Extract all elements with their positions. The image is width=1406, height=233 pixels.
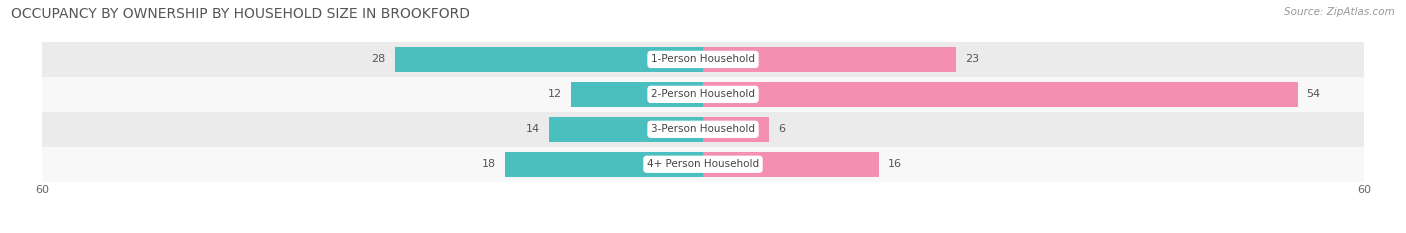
Bar: [42, 147, 1364, 182]
Bar: [42, 42, 1364, 77]
Text: 14: 14: [526, 124, 540, 134]
Bar: [395, 47, 703, 72]
Bar: [42, 77, 1364, 112]
Text: 54: 54: [1306, 89, 1320, 99]
Text: 16: 16: [889, 159, 903, 169]
Text: 3-Person Household: 3-Person Household: [651, 124, 755, 134]
Text: 18: 18: [482, 159, 496, 169]
Bar: [703, 152, 879, 177]
Text: 6: 6: [778, 124, 785, 134]
Text: 2-Person Household: 2-Person Household: [651, 89, 755, 99]
Text: Source: ZipAtlas.com: Source: ZipAtlas.com: [1284, 7, 1395, 17]
Text: OCCUPANCY BY OWNERSHIP BY HOUSEHOLD SIZE IN BROOKFORD: OCCUPANCY BY OWNERSHIP BY HOUSEHOLD SIZE…: [11, 7, 470, 21]
Text: 1-Person Household: 1-Person Household: [651, 55, 755, 64]
Bar: [703, 47, 956, 72]
Text: 28: 28: [371, 55, 385, 64]
Bar: [42, 112, 1364, 147]
Bar: [505, 152, 703, 177]
Bar: [548, 117, 703, 142]
Text: 12: 12: [548, 89, 562, 99]
Bar: [703, 117, 769, 142]
Bar: [571, 82, 703, 107]
Text: 4+ Person Household: 4+ Person Household: [647, 159, 759, 169]
Bar: [703, 82, 1298, 107]
Legend: Owner-occupied, Renter-occupied: Owner-occupied, Renter-occupied: [585, 229, 821, 233]
Text: 23: 23: [965, 55, 979, 64]
